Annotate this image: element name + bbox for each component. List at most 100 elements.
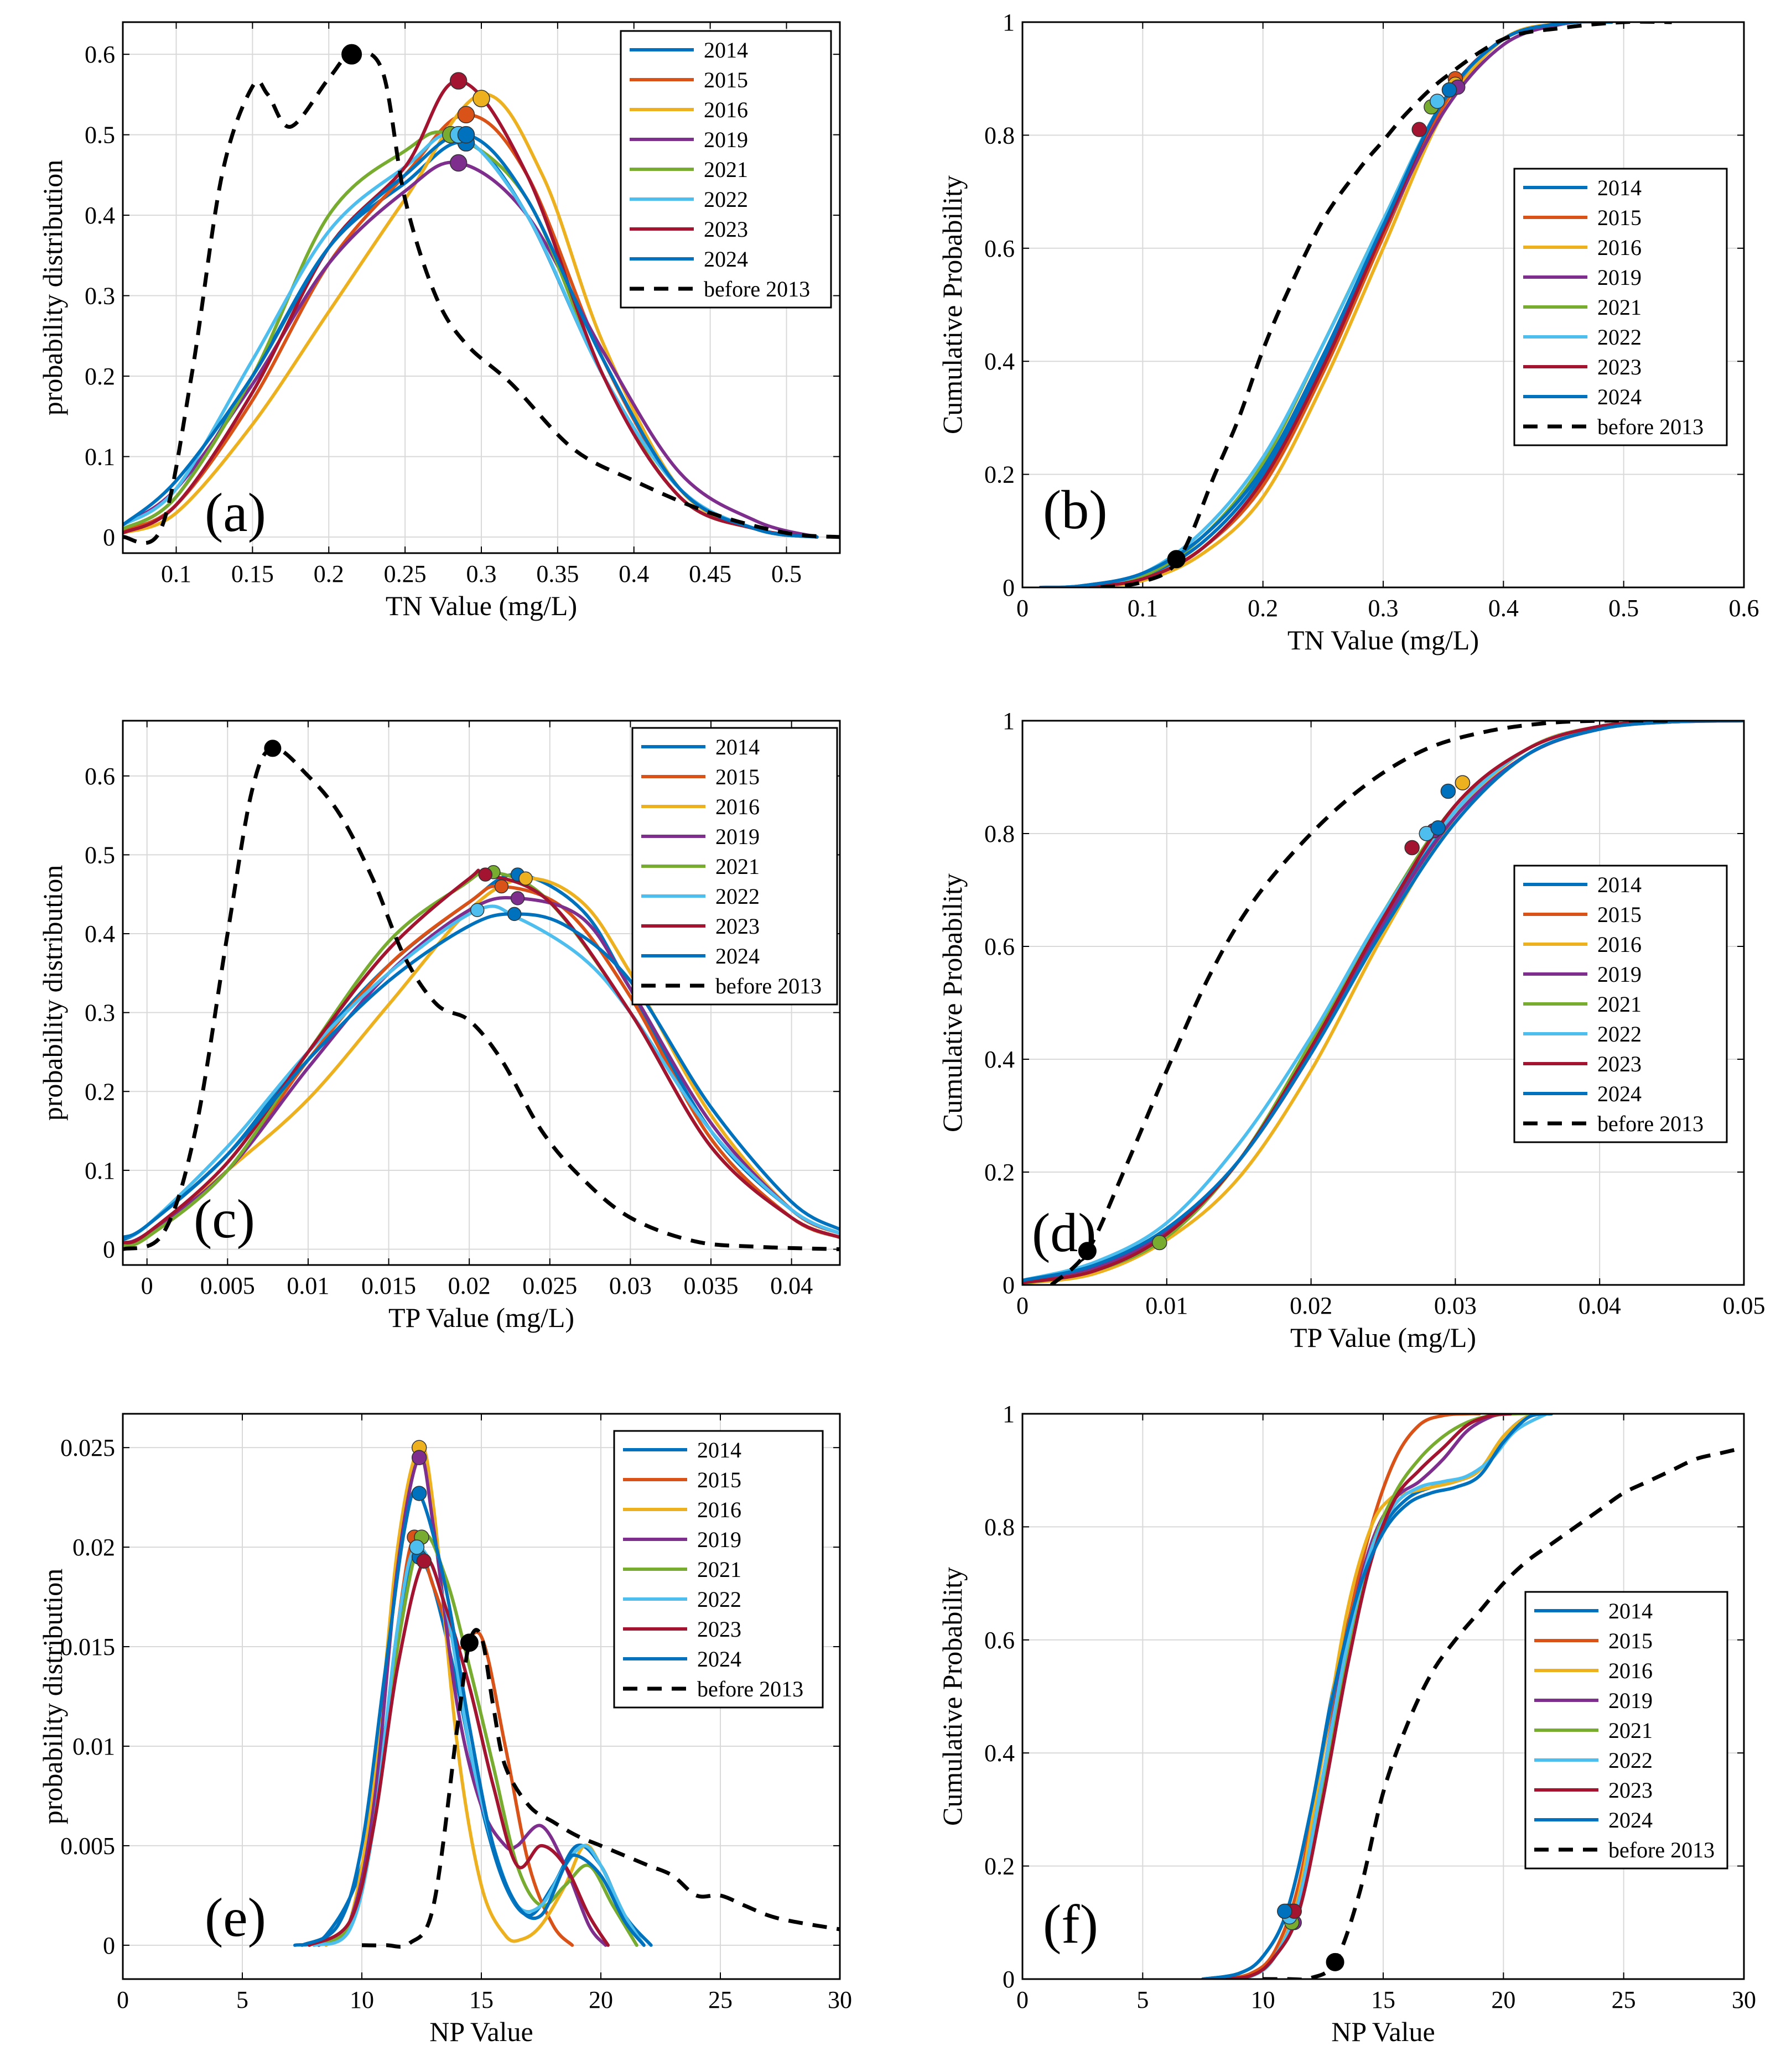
legend-label: 2022: [715, 884, 760, 909]
panel-label: (a): [205, 482, 266, 543]
legend-label: 2015: [1597, 902, 1642, 927]
legend-label: 2016: [704, 97, 748, 122]
legend-label: 2015: [1597, 205, 1642, 230]
x-tick-label: 0: [117, 1986, 129, 2013]
y-tick-label: 0.2: [85, 363, 115, 390]
y-tick-label: 0.01: [72, 1733, 115, 1760]
x-tick-label: 0.035: [684, 1272, 739, 1299]
y-tick-label: 0.4: [984, 348, 1015, 375]
series-lines: [123, 746, 840, 1251]
legend-label: 2015: [697, 1467, 741, 1492]
series-line-2024: [1201, 1414, 1549, 1979]
marker-2023: [1404, 840, 1420, 856]
legend-label: 2023: [697, 1617, 741, 1642]
legend-label: 2022: [704, 187, 748, 212]
x-tick-label: 0.15: [231, 560, 274, 587]
y-tick-label: 0.6: [85, 763, 115, 790]
x-tick-label: 0.3: [466, 560, 497, 587]
panel-e: 0 5 10 15 20 25 30 0 0.005 0.01 0.015 0.02 0.025 2014…: [37, 1413, 852, 2047]
x-tick-label: 0.005: [200, 1272, 255, 1299]
legend: 2014 2015 2016 2019 2021 2022 2023 2024 before 2…: [631, 727, 838, 1006]
legend-label: 2015: [1608, 1628, 1653, 1653]
y-axis-label: probability distribution: [37, 160, 68, 415]
x-tick-label: 0.2: [314, 560, 344, 587]
axes-frame: [122, 720, 841, 1266]
x-tick-label: 0.25: [384, 560, 427, 587]
legend-label: 2016: [715, 794, 760, 819]
legend-label: before 2013: [697, 1677, 803, 1701]
x-tick-label: 0: [1016, 595, 1029, 622]
legend-label: 2022: [1597, 325, 1642, 350]
y-tick-label: 0.6: [85, 41, 115, 68]
y-tick-label: 0.8: [984, 122, 1015, 149]
series-line-before-2013: [1050, 721, 1672, 1285]
legend-label: 2021: [697, 1557, 741, 1582]
y-tick-label: 0.2: [984, 1853, 1015, 1880]
x-tick-label: 0.05: [1723, 1292, 1766, 1319]
marker-2022: [470, 903, 485, 918]
x-tick-label: 10: [350, 1986, 374, 2013]
legend-label: 2014: [1597, 872, 1642, 897]
axes-frame: [1021, 720, 1745, 1286]
x-axis-label: TN Value (mg/L): [386, 590, 577, 621]
legend-label: before 2013: [704, 277, 810, 301]
x-axis-label: NP Value: [429, 2016, 533, 2047]
legend: 2014 2015 2016 2019 2021 2022 2023 2024 before 2…: [1524, 1591, 1728, 1870]
legend-label: 2023: [1608, 1778, 1653, 1803]
marker-before-2013: [1078, 1242, 1097, 1261]
y-tick-label: 0.02: [72, 1534, 115, 1561]
x-tick-label: 10: [1251, 1986, 1275, 2013]
x-tick-label: 20: [589, 1986, 613, 2013]
y-tick-label: 0: [103, 1932, 115, 1959]
legend-label: 2019: [1608, 1688, 1653, 1713]
legend-label: 2016: [1597, 932, 1642, 957]
y-axis-label: Cumulative Probability: [937, 175, 968, 434]
legend-label: 2024: [1597, 384, 1642, 409]
x-tick-label: 0.02: [1290, 1292, 1332, 1319]
y-tick-label: 1: [1003, 9, 1015, 36]
series-line-before-2013: [123, 50, 840, 545]
axes-frame: [1021, 21, 1745, 589]
series-line-before-2013: [1263, 1445, 1744, 1979]
legend-label: 2021: [715, 854, 760, 879]
x-tick-label: 0.015: [361, 1272, 416, 1299]
y-tick-label: 0.025: [60, 1434, 115, 1461]
legend-label: before 2013: [715, 973, 822, 998]
legend: 2014 2015 2016 2019 2021 2022 2023 2024 before 2…: [1513, 865, 1728, 1143]
legend-label: 2014: [1597, 175, 1642, 200]
y-tick-label: 0.5: [85, 122, 115, 149]
x-tick-label: 0.03: [609, 1272, 652, 1299]
series-line-2016: [324, 1444, 646, 1947]
marker-before-2013: [341, 44, 362, 65]
series-lines: [293, 1444, 840, 1949]
y-tick-label: 0.8: [984, 1513, 1015, 1540]
y-tick-label: 0.4: [85, 920, 115, 948]
x-tick-label: 25: [1612, 1986, 1636, 2013]
marker-2023: [1411, 122, 1427, 137]
x-tick-label: 30: [1732, 1986, 1756, 2013]
marker-2015: [494, 879, 509, 894]
panel-c: 0 0.005 0.01 0.015 0.02 0.025 0.03 0.035 0.04 0 0.…: [37, 720, 841, 1333]
y-axis-label: probability distribution: [37, 865, 68, 1121]
legend: 2014 2015 2016 2019 2021 2022 2023 2024 before 2…: [613, 1430, 824, 1709]
legend-label: 2016: [1608, 1658, 1653, 1683]
legend-label: 2019: [697, 1527, 741, 1552]
x-tick-label: 0.5: [1608, 595, 1639, 622]
x-tick-label: 0: [141, 1272, 153, 1299]
x-axis-label: TP Value (mg/L): [1290, 1322, 1476, 1353]
marker-2023: [449, 72, 468, 90]
x-tick-label: 20: [1491, 1986, 1515, 2013]
series-lines: [1201, 1414, 1744, 1979]
marker-2024: [507, 907, 522, 922]
y-tick-label: 0: [1003, 1272, 1015, 1299]
legend-label: 2021: [1597, 295, 1642, 320]
x-tick-label: 15: [1371, 1986, 1395, 2013]
x-tick-label: 0.025: [522, 1272, 577, 1299]
legend-label: 2023: [1597, 1051, 1642, 1076]
axes-frame: [122, 21, 841, 554]
marker-2015: [457, 106, 475, 124]
legend-label: 2023: [704, 217, 748, 242]
y-tick-label: 0.2: [984, 461, 1015, 488]
x-tick-label: 0.04: [1579, 1292, 1621, 1319]
